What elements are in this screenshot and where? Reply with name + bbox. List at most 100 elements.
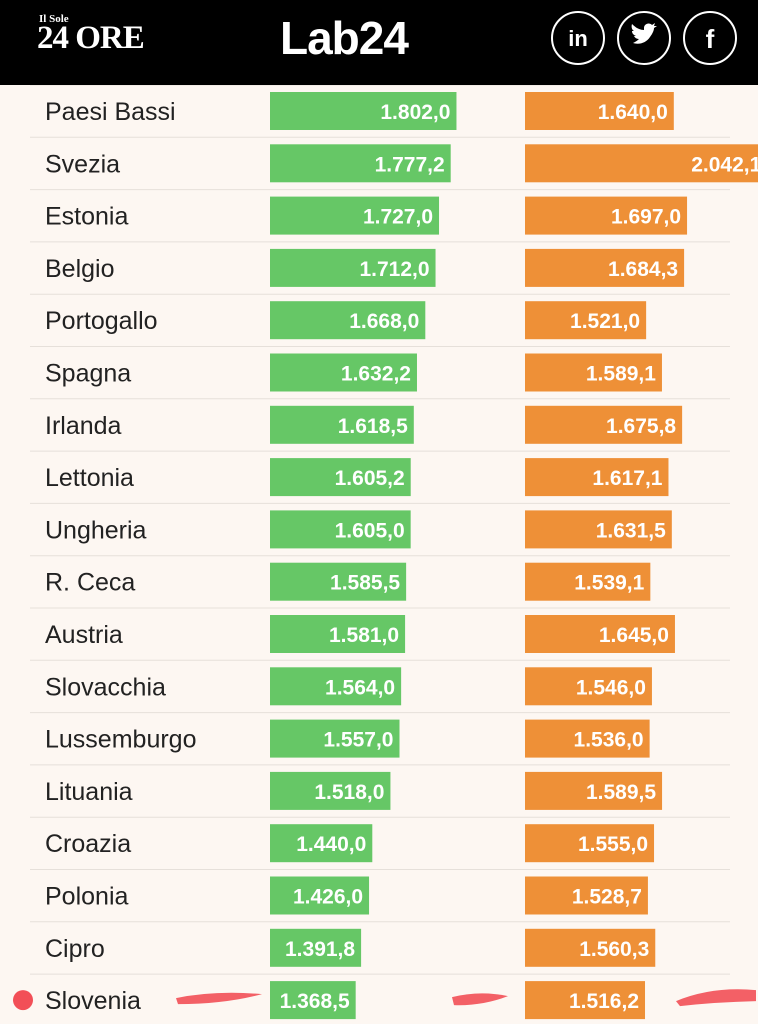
country-label: Cipro — [45, 935, 105, 963]
bar-series-1 — [270, 562, 407, 601]
country-label: Polonia — [45, 883, 128, 911]
bar-series-1 — [270, 510, 411, 549]
value-label-series-1: 1.712,0 — [359, 258, 429, 281]
lab24-logo[interactable]: Lab24 — [280, 12, 409, 64]
value-label-series-2: 1.516,2 — [569, 990, 639, 1013]
bar-series-2 — [525, 248, 685, 287]
bar-series-1 — [270, 458, 411, 497]
bar-series-2 — [525, 876, 648, 915]
bar-series-2 — [525, 824, 655, 863]
bar-series-1 — [270, 144, 451, 183]
bar-series-2 — [525, 92, 674, 130]
value-label-series-2: 1.536,0 — [574, 729, 644, 752]
value-label-series-2: 1.645,0 — [599, 624, 669, 647]
country-label: Belgio — [45, 255, 115, 283]
bar-series-2 — [525, 719, 650, 758]
value-label-series-2: 1.589,5 — [586, 781, 656, 804]
value-label-series-2: 1.555,0 — [578, 833, 648, 856]
twitter-button[interactable] — [617, 11, 671, 65]
bar-series-2 — [525, 771, 663, 810]
country-label: R. Ceca — [45, 569, 135, 597]
value-label-series-1: 1.777,2 — [375, 153, 445, 176]
bar-series-1 — [270, 92, 457, 130]
facebook-button[interactable]: f — [683, 11, 737, 65]
bar-series-2 — [525, 667, 652, 706]
top-bar: Il Sole 24 ORE Lab24 in f — [0, 0, 758, 85]
value-label-series-2: 1.528,7 — [572, 886, 642, 909]
value-label-series-2: 1.631,5 — [596, 519, 666, 542]
value-label-series-2: 1.546,0 — [576, 676, 646, 699]
bar-series-2 — [525, 353, 662, 392]
value-label-series-2: 1.589,1 — [586, 363, 656, 386]
value-label-series-1: 1.557,0 — [323, 729, 393, 752]
country-label: Lettonia — [45, 464, 134, 492]
value-label-series-1: 1.564,0 — [325, 676, 395, 699]
svg-text:in: in — [568, 26, 588, 51]
bar-series-2 — [525, 405, 683, 444]
bar-series-1 — [270, 928, 362, 967]
value-label-series-2: 1.640,0 — [598, 101, 668, 124]
bar-series-1 — [270, 824, 373, 863]
value-label-series-1: 1.632,2 — [341, 363, 411, 386]
value-label-series-1: 1.802,0 — [380, 101, 450, 124]
value-label-series-1: 1.618,5 — [338, 415, 408, 438]
country-label: Lussemburgo — [45, 726, 196, 754]
bar-chart: Paesi Bassi 1.802,0 1.640,0 Svezia 1.777,2 2.… — [13, 85, 758, 1020]
value-label-series-1: 1.605,2 — [335, 467, 405, 490]
linkedin-button[interactable]: in — [551, 11, 605, 65]
country-label: Lituania — [45, 778, 133, 806]
bar-series-2 — [525, 615, 675, 653]
country-label: Croazia — [45, 830, 131, 858]
value-label-series-1: 1.727,0 — [363, 206, 433, 229]
value-label-series-1: 1.368,5 — [280, 990, 350, 1013]
bar-series-2 — [525, 981, 646, 1020]
country-label: Ungheria — [45, 516, 147, 544]
value-label-series-2: 1.697,0 — [611, 206, 681, 229]
bar-series-1 — [270, 771, 391, 810]
country-label: Svezia — [45, 150, 120, 178]
value-label-series-2: 2.042,1 — [691, 153, 758, 176]
country-label: Paesi Bassi — [45, 98, 176, 126]
value-label-series-2: 1.560,3 — [579, 938, 649, 961]
bar-series-1 — [270, 667, 402, 706]
country-label: Estonia — [45, 203, 128, 231]
bar-series-2 — [525, 196, 688, 235]
value-label-series-2: 1.675,8 — [606, 415, 676, 438]
value-label-series-1: 1.581,0 — [329, 624, 399, 647]
bar-series-1 — [270, 196, 440, 235]
bar-series-2 — [525, 301, 647, 340]
country-label: Austria — [45, 621, 123, 649]
facebook-icon: f — [706, 24, 715, 54]
country-label: Portogallo — [45, 307, 158, 335]
value-label-series-2: 1.539,1 — [574, 572, 644, 595]
highlight-marker-stroke — [676, 989, 756, 1007]
bar-series-1 — [270, 353, 417, 392]
linkedin-icon: in — [568, 26, 588, 51]
bar-series-1 — [270, 719, 400, 758]
bar-series-2 — [525, 458, 669, 497]
twitter-icon — [631, 23, 657, 44]
bar-series-1 — [270, 981, 356, 1020]
bar-series-1 — [270, 615, 406, 653]
country-label: Irlanda — [45, 412, 122, 440]
sole-24-ore-logo[interactable]: 24 ORE — [37, 20, 145, 56]
bar-series-1 — [270, 405, 414, 444]
highlight-marker-stroke — [452, 993, 508, 1006]
value-label-series-1: 1.426,0 — [293, 886, 363, 909]
bar-series-2 — [525, 928, 656, 967]
value-label-series-1: 1.440,0 — [296, 833, 366, 856]
country-label: Slovacchia — [45, 673, 166, 701]
value-label-series-1: 1.518,0 — [314, 781, 384, 804]
bar-series-1 — [270, 301, 426, 340]
bar-series-1 — [270, 248, 436, 287]
value-label-series-1: 1.668,0 — [349, 310, 419, 333]
value-label-series-1: 1.391,8 — [285, 938, 355, 961]
bar-series-2 — [525, 510, 672, 549]
bar-series-2 — [525, 562, 651, 601]
bar-series-1 — [270, 876, 370, 915]
value-label-series-2: 1.617,1 — [592, 467, 662, 490]
value-label-series-1: 1.585,5 — [330, 572, 400, 595]
bar-series-2 — [525, 144, 758, 183]
country-label: Spagna — [45, 360, 131, 388]
country-label: Slovenia — [45, 987, 141, 1015]
